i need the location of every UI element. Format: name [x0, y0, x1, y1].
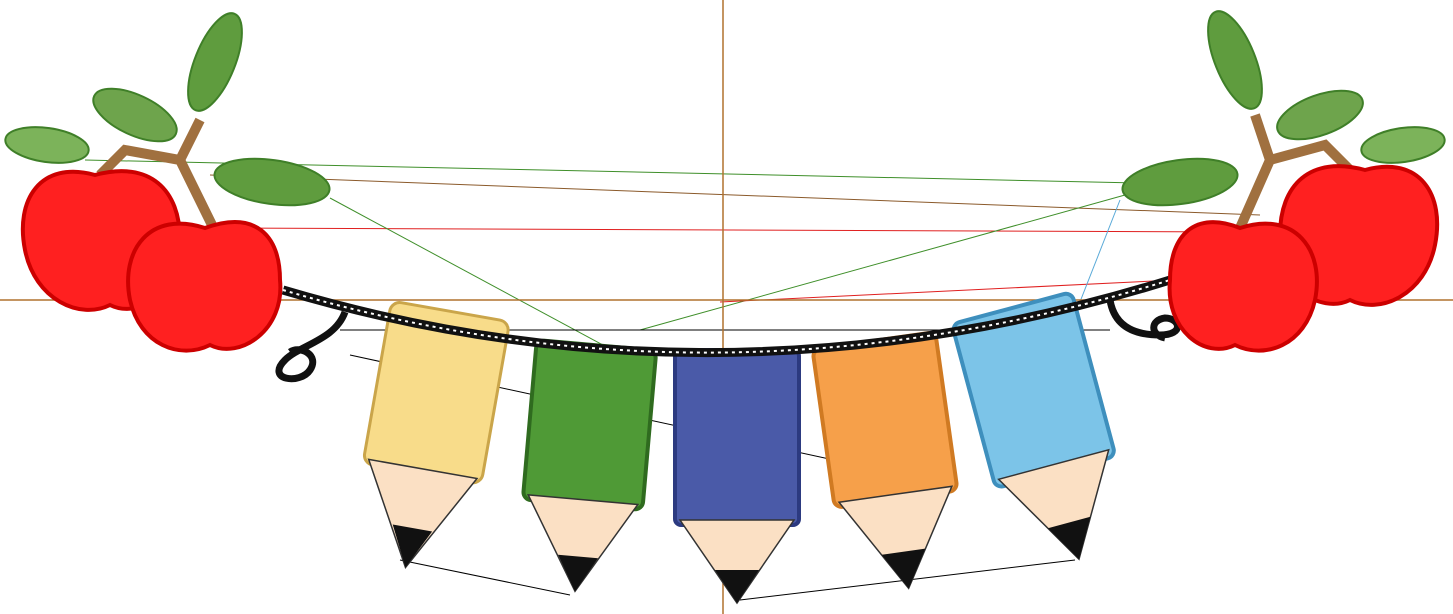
pencil-tip: [837, 485, 954, 590]
pencil-body: [673, 348, 801, 527]
pencil: [673, 348, 801, 605]
pencil-body: [521, 338, 658, 512]
pencil-lead: [558, 554, 598, 592]
pencil: [811, 331, 959, 590]
apple-cluster-left: [4, 12, 331, 353]
banner-rope-stitch: [282, 279, 1171, 354]
apple-cluster-right: [1121, 10, 1446, 353]
leaf: [92, 87, 178, 143]
stem: [1235, 113, 1354, 231]
swirl: [275, 310, 349, 383]
leaf: [1360, 126, 1446, 164]
leaf: [1276, 89, 1364, 141]
jump-line: [639, 194, 1126, 331]
jump-line: [209, 174, 1261, 216]
pencil-lead: [881, 548, 926, 589]
leaf: [1207, 10, 1263, 110]
pencil-tip: [526, 494, 640, 593]
leaf: [1121, 157, 1239, 207]
pencil: [362, 301, 510, 569]
jump-line: [399, 559, 571, 596]
leaf: [213, 157, 331, 207]
pencil-body: [811, 331, 959, 509]
jump-line: [209, 227, 1241, 233]
pencil: [521, 338, 658, 593]
swirl: [1106, 299, 1181, 342]
apple: [1277, 164, 1440, 307]
jump-line: [719, 279, 1176, 303]
apple: [126, 220, 283, 353]
pencil-tip: [678, 519, 796, 605]
leaf: [4, 126, 90, 164]
pencil-lead: [1047, 516, 1091, 560]
pencil-tip: [367, 458, 479, 569]
pencil-lead: [715, 570, 759, 603]
stem: [96, 117, 217, 228]
pencil-lead: [392, 524, 433, 568]
leaf: [187, 12, 243, 112]
pencil: [951, 291, 1116, 561]
apple: [1167, 220, 1319, 353]
jump-line: [329, 197, 641, 366]
